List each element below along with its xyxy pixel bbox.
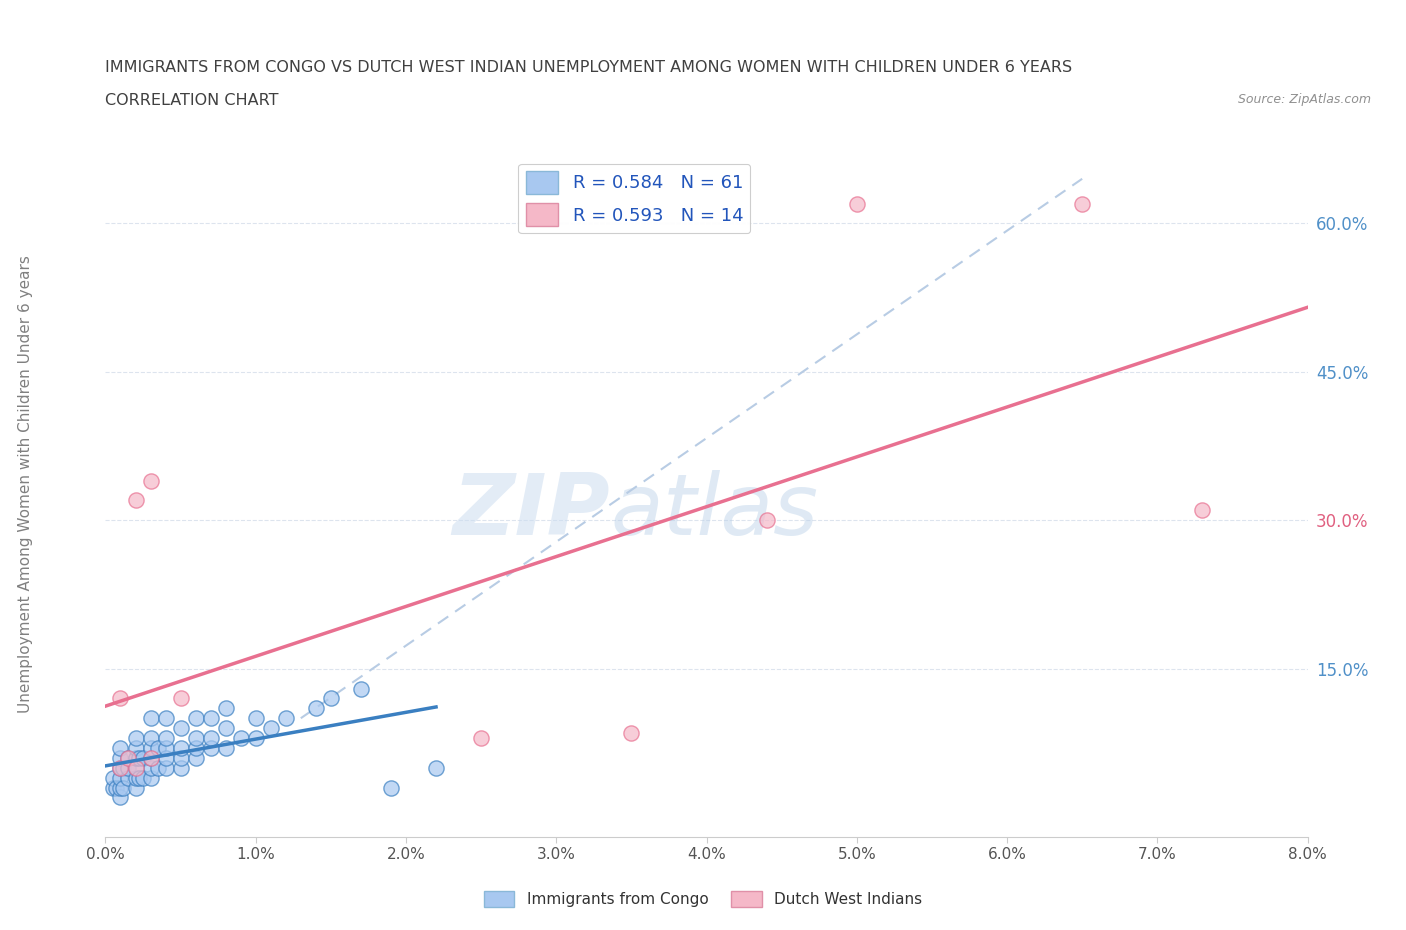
Point: [132, 751, 155, 765]
Point: [1071, 196, 1094, 211]
Point: [110, 740, 132, 755]
Point: [245, 731, 267, 746]
Point: [110, 770, 132, 785]
Text: IMMIGRANTS FROM CONGO VS DUTCH WEST INDIAN UNEMPLOYMENT AMONG WOMEN WITH CHILDRE: IMMIGRANTS FROM CONGO VS DUTCH WEST INDI…: [105, 60, 1073, 75]
Point: [124, 761, 146, 776]
Point: [139, 751, 162, 765]
Text: ZIP: ZIP: [453, 470, 610, 552]
Point: [132, 770, 155, 785]
Point: [146, 740, 169, 755]
Point: [229, 731, 252, 746]
Point: [128, 751, 150, 765]
Point: [184, 711, 207, 725]
Point: [110, 751, 132, 765]
Point: [319, 691, 342, 706]
Point: [184, 740, 207, 755]
Point: [101, 780, 124, 795]
Point: [169, 691, 191, 706]
Point: [200, 740, 222, 755]
Point: [755, 512, 778, 527]
Point: [169, 751, 191, 765]
Point: [101, 770, 124, 785]
Point: [214, 740, 236, 755]
Point: [146, 761, 169, 776]
Text: atlas: atlas: [610, 470, 818, 552]
Point: [620, 725, 643, 740]
Point: [350, 681, 373, 696]
Point: [169, 721, 191, 736]
Point: [184, 751, 207, 765]
Point: [155, 751, 177, 765]
Point: [124, 770, 146, 785]
Point: [117, 770, 139, 785]
Point: [200, 731, 222, 746]
Point: [110, 780, 132, 795]
Point: [260, 721, 283, 736]
Point: [200, 711, 222, 725]
Point: [214, 701, 236, 716]
Point: [124, 731, 146, 746]
Point: [104, 780, 127, 795]
Point: [155, 740, 177, 755]
Point: [128, 770, 150, 785]
Text: CORRELATION CHART: CORRELATION CHART: [105, 93, 278, 108]
Text: Source: ZipAtlas.com: Source: ZipAtlas.com: [1237, 93, 1371, 106]
Point: [155, 761, 177, 776]
Point: [139, 473, 162, 488]
Point: [169, 740, 191, 755]
Point: [425, 761, 447, 776]
Point: [112, 780, 135, 795]
Point: [117, 751, 139, 765]
Point: [110, 790, 132, 804]
Point: [380, 780, 402, 795]
Point: [139, 731, 162, 746]
Point: [117, 751, 139, 765]
Point: [470, 731, 492, 746]
Point: [124, 780, 146, 795]
Point: [139, 740, 162, 755]
Point: [845, 196, 868, 211]
Point: [124, 751, 146, 765]
Point: [245, 711, 267, 725]
Point: [110, 761, 132, 776]
Point: [117, 761, 139, 776]
Legend: R = 0.584   N = 61, R = 0.593   N = 14: R = 0.584 N = 61, R = 0.593 N = 14: [519, 164, 751, 233]
Point: [110, 691, 132, 706]
Point: [169, 761, 191, 776]
Point: [305, 701, 328, 716]
Point: [124, 761, 146, 776]
Point: [139, 711, 162, 725]
Point: [184, 731, 207, 746]
Point: [124, 740, 146, 755]
Point: [139, 751, 162, 765]
Point: [124, 493, 146, 508]
Point: [112, 761, 135, 776]
Legend: Immigrants from Congo, Dutch West Indians: Immigrants from Congo, Dutch West Indian…: [478, 884, 928, 913]
Point: [139, 761, 162, 776]
Point: [155, 711, 177, 725]
Point: [155, 731, 177, 746]
Point: [274, 711, 297, 725]
Point: [1191, 503, 1213, 518]
Point: [110, 761, 132, 776]
Point: [139, 770, 162, 785]
Point: [214, 721, 236, 736]
Text: Unemployment Among Women with Children Under 6 years: Unemployment Among Women with Children U…: [18, 255, 32, 712]
